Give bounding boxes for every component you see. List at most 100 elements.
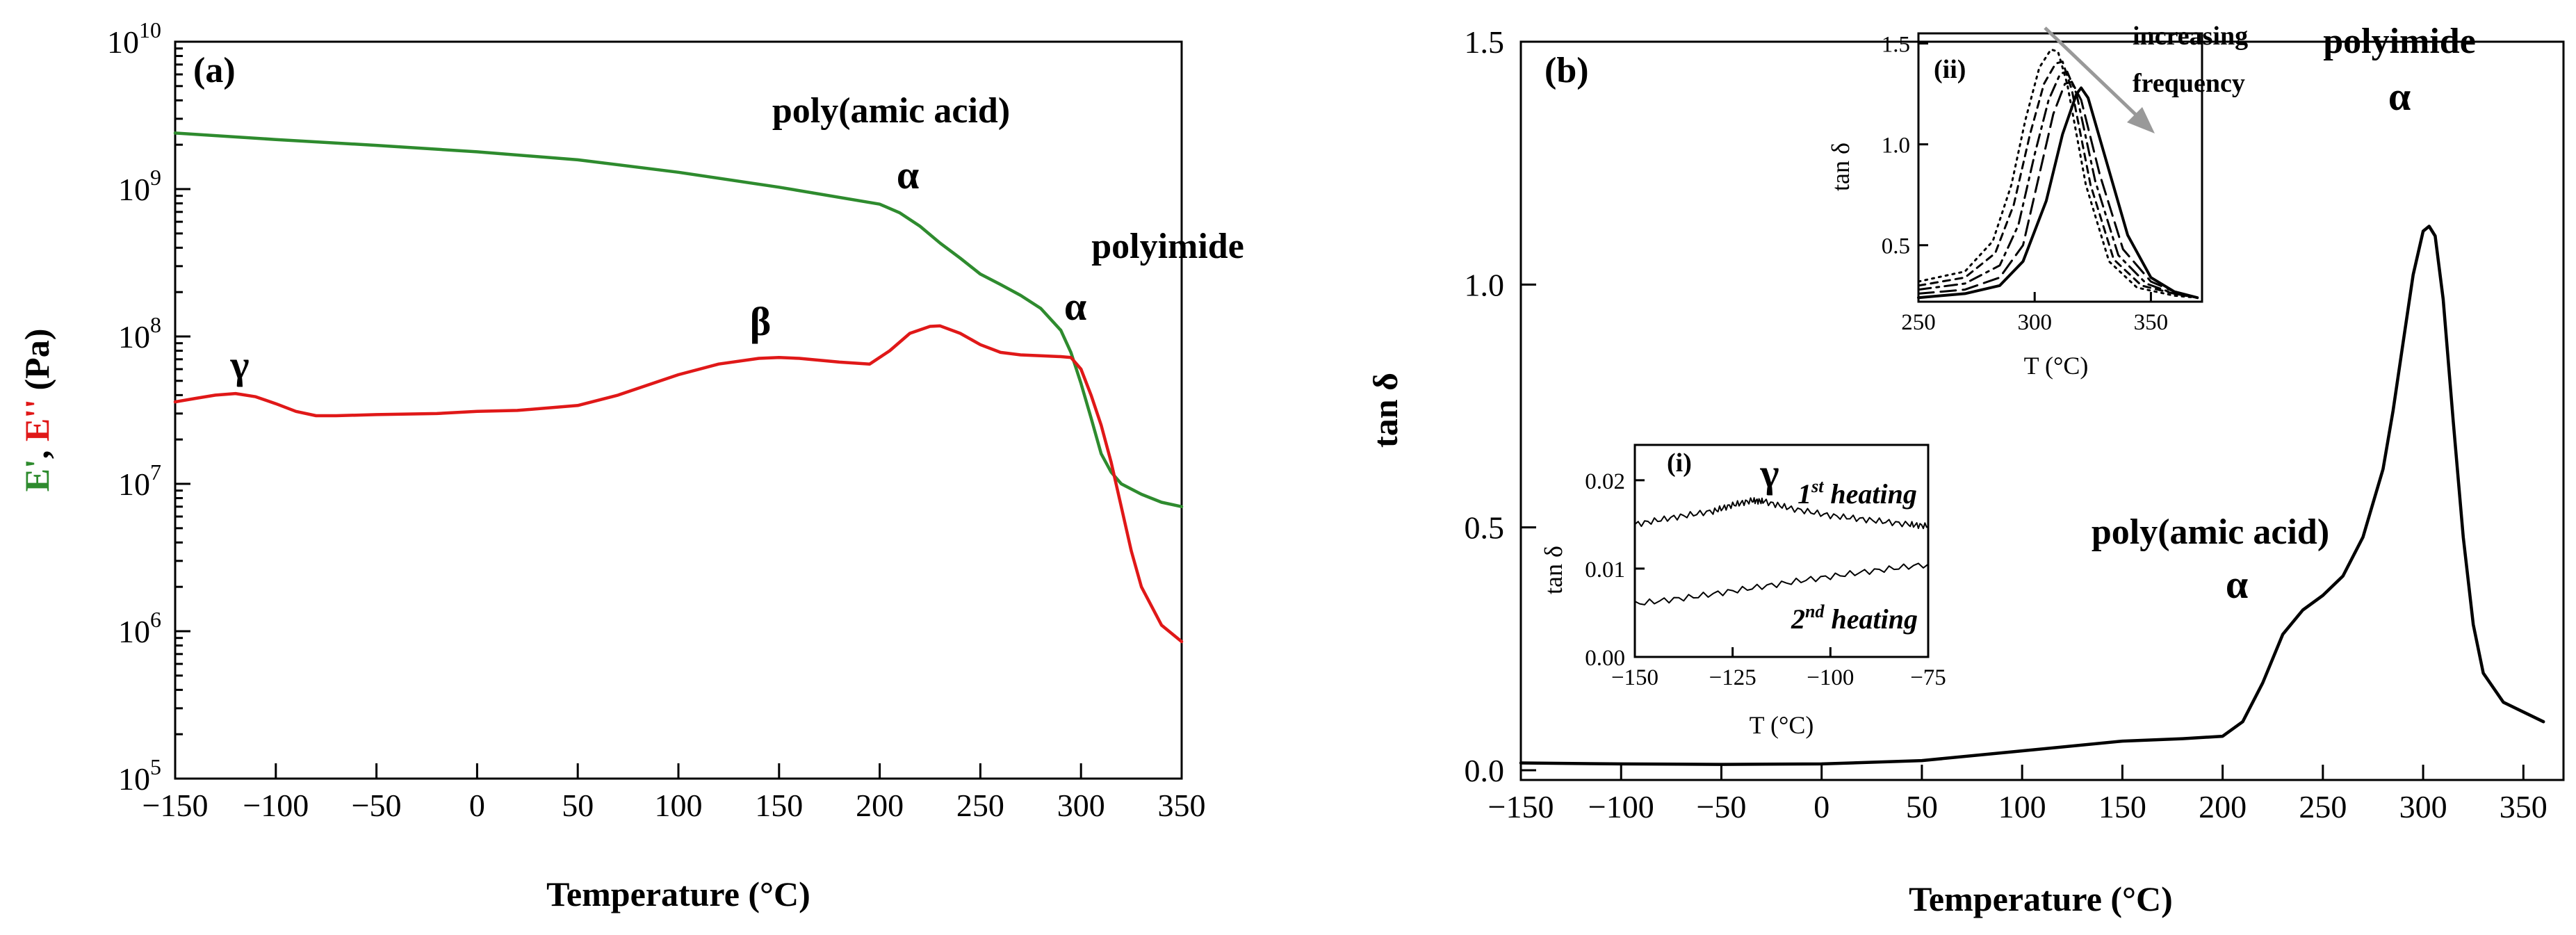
panel-b-y-tick-label: 0.0 (1465, 753, 1505, 788)
inset-i-y-tick-label: 0.00 (1585, 646, 1625, 671)
series-storage-modulus (173, 131, 1184, 509)
panel-a-frame (174, 40, 1183, 780)
panel-b-x-tick-label: 150 (2098, 789, 2146, 824)
series-tan-delta (1519, 225, 2545, 766)
inset-ii-y-ticks: 0.5 1.0 1.5 (1882, 33, 1928, 259)
inset-ii-y-tick-label: 1.5 (1882, 33, 1910, 58)
panel-b-x-tick-label: −50 (1696, 789, 1746, 824)
series-second-heating (1634, 562, 1929, 605)
inset-i-gamma: γ (1759, 450, 1779, 496)
inset-i-frame (1633, 444, 1930, 658)
inset-i-y-ticks: 0.00 0.01 0.02 (1585, 469, 1645, 671)
panel-b-x-tick-label: 300 (2399, 789, 2447, 824)
annotation-gamma: γ (229, 342, 249, 387)
panel-b-y-tick-label: 0.5 (1465, 510, 1505, 546)
panel-b-x-tick-label: 250 (2299, 789, 2347, 824)
panel-a-x-tick-label: 250 (956, 788, 1004, 823)
inset-ii-x-tick-label: 300 (2017, 310, 2052, 335)
panel-b-x-tick-label: 50 (1906, 789, 1938, 824)
panel-b-x-axis-title: Temperature (°C) (1909, 879, 2173, 918)
panel-b-y-tick-label: 1.0 (1465, 267, 1505, 302)
panel-a-x-tick-label: −100 (243, 788, 309, 823)
inset-i: −150 −125 −100 −75 0.00 0.01 0.02 (i) γ 1st h… (1540, 444, 1946, 739)
panel-a-x-axis-title: Temperature (°C) (546, 875, 810, 913)
inset-i-y-tick-label: 0.01 (1585, 558, 1625, 583)
inset-i-y-axis-title: tan δ (1540, 546, 1567, 594)
inset-i-x-tick-label: −125 (1709, 665, 1756, 690)
panel-b-frame (1519, 40, 2565, 781)
panel-a-x-tick-label: 300 (1057, 788, 1105, 823)
panel-a-x-tick-label: −150 (142, 788, 209, 823)
inset-ii-x-tick-label: 250 (1901, 310, 1936, 335)
series-frequency-f1 (1917, 86, 2199, 300)
panel-a-x-tick-label: 350 (1158, 788, 1206, 823)
inset-ii-x-ticks: 250 300 350 (1901, 292, 2168, 335)
annotation-alpha-paa-a: α (897, 152, 919, 197)
first-heating-superscript: st (1811, 476, 1824, 496)
panel-a-y-tick-label: 108 (118, 312, 161, 355)
inset-ii-x-tick-label: 350 (2134, 310, 2169, 335)
y-title-storage-modulus: E' (17, 459, 56, 491)
panel-b-x-tick-label: 0 (1813, 789, 1829, 824)
annotation-alpha-paa-b: α (2226, 562, 2248, 607)
inset-i-second-heating: 2nd heating (1791, 601, 1918, 635)
second-heating-number: 2 (1791, 603, 1805, 635)
inset-i-x-axis-title: T (°C) (1750, 711, 1814, 739)
annotation-polyimide-a: polyimide (1091, 227, 1244, 266)
inset-ii: 250 300 350 0.5 1.0 1.5 (ii) increasing freq… (1827, 22, 2248, 380)
panel-b: −150 −100 −50 0 50 100 150 200 250 300 350 0.0 0.5 1… (1366, 22, 2565, 918)
inset-i-x-tick-label: −150 (1611, 665, 1658, 690)
inset-ii-frame (1917, 32, 2203, 303)
panel-a-y-axis-title: E', E'' (Pa) (17, 329, 56, 492)
first-heating-number: 1 (1798, 478, 1811, 510)
annotation-polyimide-b: polyimide (2323, 22, 2476, 61)
inset-i-first-heating: 1st heating (1798, 476, 1917, 510)
annotation-alpha-pi-a: α (1064, 284, 1086, 329)
series-frequency-f5 (1917, 48, 2199, 299)
inset-i-x-tick-label: −75 (1910, 665, 1946, 690)
panel-a-x-tick-label: 0 (469, 788, 485, 823)
inset-i-series (1634, 497, 1929, 605)
inset-ii-arrow-text-2: frequency (2133, 69, 2245, 98)
inset-ii-y-tick-label: 0.5 (1882, 234, 1910, 259)
panel-b-y-axis-title: tan δ (1366, 373, 1405, 448)
panel-b-x-tick-label: 100 (1998, 789, 2046, 824)
second-heating-text: heating (1824, 603, 1917, 635)
y-title-separator: , (17, 441, 56, 459)
frequency-arrow-head (2127, 107, 2155, 133)
panel-b-x-tick-label: −100 (1588, 789, 1654, 824)
panel-b-x-tick-label: 200 (2199, 789, 2247, 824)
annotation-alpha-pi-b: α (2388, 74, 2411, 119)
series-first-heating (1634, 497, 1929, 530)
panel-a-y-tick-label: 1010 (107, 17, 161, 60)
series-frequency-f2 (1917, 81, 2199, 299)
y-title-unit: (Pa) (17, 329, 56, 399)
panel-b-label: (b) (1544, 51, 1589, 90)
annotation-beta: β (750, 299, 772, 344)
inset-ii-x-axis-title: T (°C) (2024, 352, 2089, 380)
inset-ii-label: (ii) (1934, 55, 1966, 84)
inset-i-x-ticks: −150 −125 −100 −75 (1611, 647, 1946, 690)
panel-a-x-tick-label: 50 (562, 788, 594, 823)
panel-a: −150 −100 −50 0 50 100 150 200 250 300 350 1051061… (17, 17, 1244, 913)
y-title-loss-modulus: E'' (17, 399, 56, 441)
panel-a-y-tick-label: 109 (118, 165, 161, 207)
panel-a-y-tick-label: 105 (118, 754, 161, 797)
panel-b-series (1519, 225, 2545, 766)
frequency-arrow-shaft (2044, 26, 2141, 120)
series-loss-modulus (173, 324, 1184, 644)
panel-a-x-ticks: −150 −100 −50 0 50 100 150 200 250 300 350 (142, 763, 1206, 823)
panel-a-x-tick-label: −50 (352, 788, 402, 823)
inset-i-x-tick-label: −100 (1807, 665, 1854, 690)
panel-b-x-tick-label: 350 (2500, 789, 2548, 824)
first-heating-text: heating (1823, 478, 1916, 510)
inset-ii-arrow-text-1: increasing (2133, 22, 2248, 51)
inset-ii-y-tick-label: 1.0 (1882, 133, 1910, 158)
inset-ii-y-axis-title: tan δ (1827, 143, 1854, 191)
panel-a-y-tick-label: 106 (118, 607, 161, 649)
panel-b-x-tick-label: −150 (1488, 789, 1554, 824)
panel-b-x-ticks: −150 −100 −50 0 50 100 150 200 250 300 350 (1488, 765, 2548, 824)
inset-i-label: (i) (1667, 448, 1692, 478)
